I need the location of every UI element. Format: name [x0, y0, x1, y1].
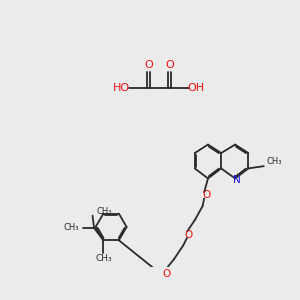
Text: CH₃: CH₃ — [95, 254, 112, 262]
Text: CH₃: CH₃ — [64, 224, 79, 232]
Text: CH₃: CH₃ — [266, 157, 282, 166]
Text: OH: OH — [188, 83, 205, 93]
Text: O: O — [144, 60, 153, 70]
Text: O: O — [165, 60, 174, 70]
Text: O: O — [202, 190, 211, 200]
Text: O: O — [162, 269, 170, 279]
Text: CH₃: CH₃ — [96, 206, 112, 215]
Text: N: N — [233, 175, 241, 185]
Text: HO: HO — [112, 83, 130, 93]
Text: O: O — [184, 230, 193, 240]
